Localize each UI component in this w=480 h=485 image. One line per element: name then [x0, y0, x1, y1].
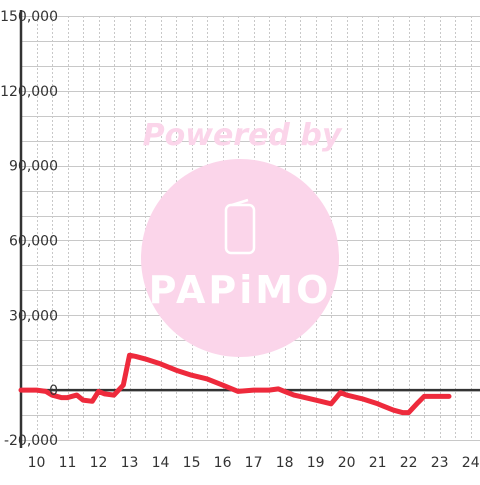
y-tick-label: 150,000 [0, 9, 58, 25]
phone-icon [224, 198, 256, 255]
watermark-circle [141, 159, 339, 357]
y-tick-label: 60,000 [9, 233, 58, 249]
series-line-0 [18, 352, 452, 416]
y-tick-label: 90,000 [9, 159, 58, 175]
x-tick-label: 18 [276, 455, 294, 471]
x-tick-label: 14 [152, 455, 170, 471]
y-tick-label: -20,000 [4, 433, 58, 449]
watermark-logo-text: PAPiMO [149, 268, 332, 312]
x-tick-label: 24 [462, 455, 480, 471]
x-tick-label: 21 [369, 455, 387, 471]
x-tick-label: 15 [183, 455, 201, 471]
x-tick-label: 10 [28, 455, 46, 471]
x-tick-label: 22 [400, 455, 418, 471]
y-tick-label: 0 [49, 383, 58, 399]
x-tick-label: 12 [90, 455, 108, 471]
x-tick-label: 19 [307, 455, 325, 471]
watermark-text: Powered by [143, 118, 343, 153]
y-tick-label: 30,000 [9, 308, 58, 324]
watermark: Powered by PAPiMO [141, 118, 343, 357]
x-tick-label: 11 [59, 455, 77, 471]
y-tick-label: 120,000 [0, 84, 58, 100]
series-layer [18, 352, 452, 416]
x-tick-label: 17 [245, 455, 263, 471]
x-tick-label: 23 [431, 455, 449, 471]
x-tick-label: 13 [121, 455, 139, 471]
x-tick-label: 20 [338, 455, 356, 471]
tick-labels: -20,000 0 30,000 60,000 90,000 120,000 150,000… [0, 9, 480, 471]
x-tick-label: 16 [214, 455, 232, 471]
